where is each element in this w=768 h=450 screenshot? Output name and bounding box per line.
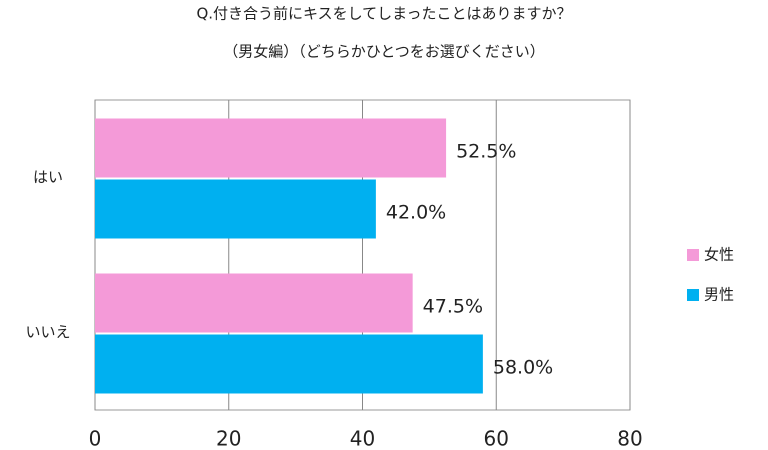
chart-subtitle: （男女編）（どちらかひとつをお選びください） <box>223 43 544 61</box>
value-label: 52.5% <box>456 141 516 163</box>
x-tick-label: 40 <box>350 427 375 450</box>
x-tick-label: 80 <box>617 427 642 450</box>
x-tick-label: 0 <box>89 427 102 450</box>
bar <box>95 334 483 394</box>
x-tick-label: 20 <box>216 427 241 450</box>
value-label: 42.0% <box>386 202 446 224</box>
legend-label: 女性 <box>704 246 734 264</box>
y-tick-label: いいえ <box>25 323 70 341</box>
legend-swatch <box>687 249 699 261</box>
value-label: 58.0% <box>493 357 553 379</box>
x-tick-label: 60 <box>484 427 509 450</box>
value-label: 47.5% <box>423 296 483 318</box>
legend-label: 男性 <box>704 286 734 304</box>
y-tick-label: はい <box>33 168 63 186</box>
bar <box>95 273 413 333</box>
bar <box>95 179 376 239</box>
chart-title: Q.付き合う前にキスをしてしまったことはありますか？ <box>196 5 571 23</box>
legend-swatch <box>687 289 699 301</box>
bar <box>95 118 447 178</box>
